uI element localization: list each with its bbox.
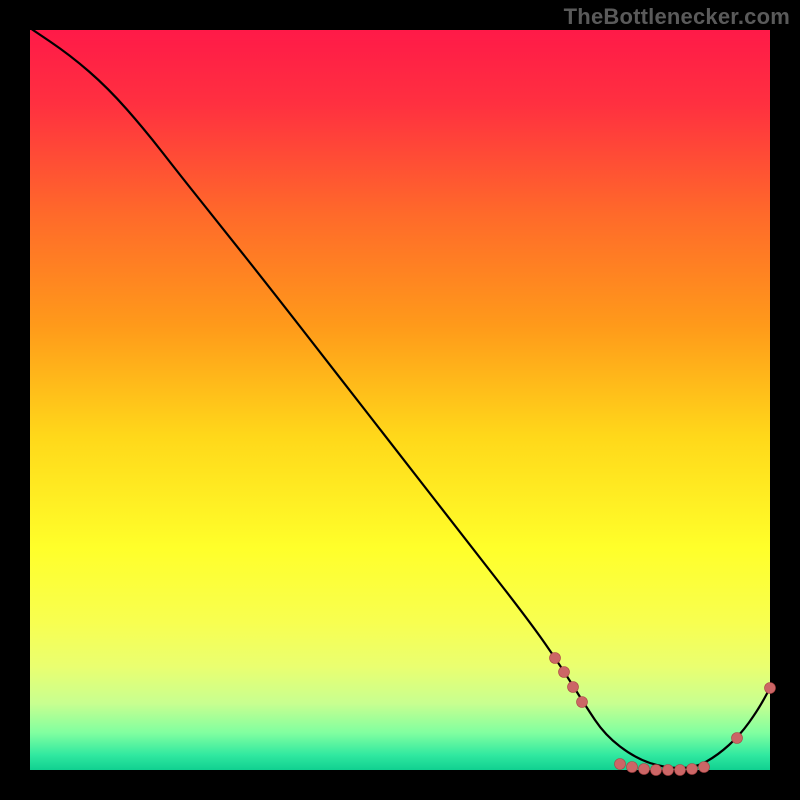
data-marker: [627, 762, 638, 773]
data-marker: [559, 667, 570, 678]
watermark-text: TheBottlenecker.com: [564, 4, 790, 30]
plot-area: [30, 30, 770, 770]
data-marker: [765, 683, 776, 694]
data-marker: [651, 765, 662, 776]
data-marker: [615, 759, 626, 770]
data-marker: [663, 765, 674, 776]
data-marker: [550, 653, 561, 664]
chart-container: TheBottlenecker.com: [0, 0, 800, 800]
data-marker: [699, 762, 710, 773]
data-marker: [732, 733, 743, 744]
data-marker: [577, 697, 588, 708]
data-marker: [675, 765, 686, 776]
data-marker: [639, 764, 650, 775]
data-marker: [568, 682, 579, 693]
chart-svg: [0, 0, 800, 800]
data-marker: [687, 764, 698, 775]
